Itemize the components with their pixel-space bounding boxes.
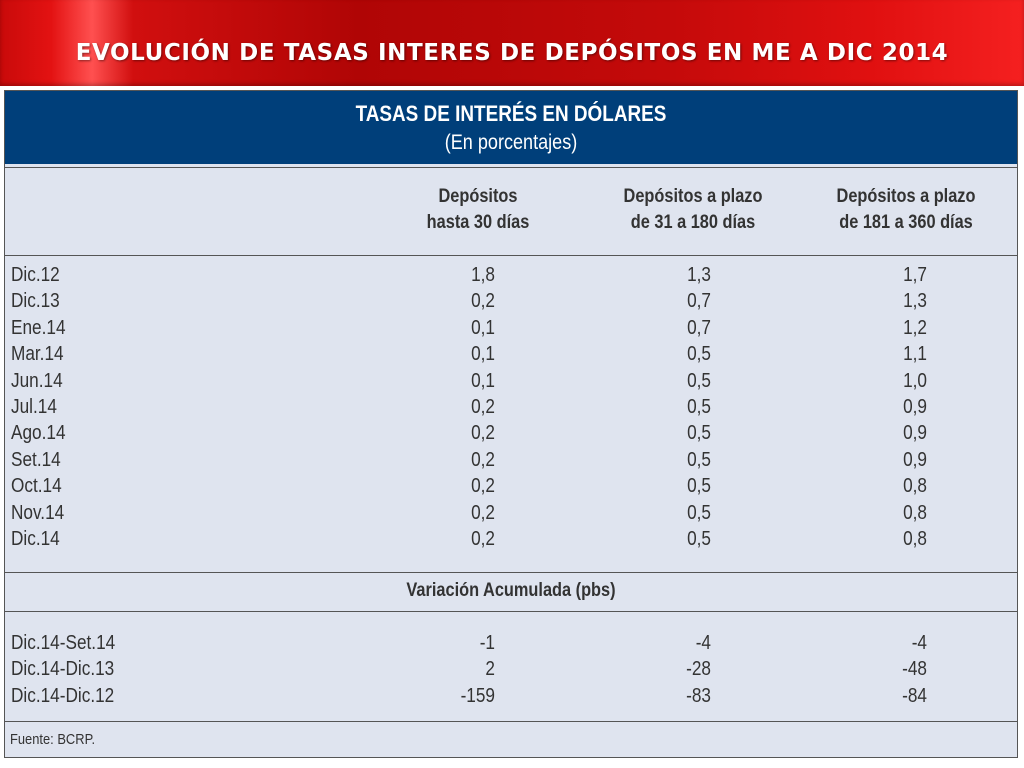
title-banner: EVOLUCIÓN DE TASAS INTERES DE DEPÓSITOS … (0, 0, 1024, 86)
cell-value: 0,8 (903, 501, 927, 524)
row-label: Oct.14 (11, 475, 62, 498)
cell-value: 1,2 (903, 316, 927, 339)
cell-value: 0,2 (471, 475, 495, 498)
divider (5, 572, 1017, 573)
cell-value: 0,5 (687, 528, 711, 550)
row-label: Dic.14-Set.14 (11, 632, 116, 654)
cell-value: 0,5 (687, 501, 711, 524)
row-label: Dic.14-Dic.13 (11, 658, 115, 681)
table-header: TASAS DE INTERÉS EN DÓLARES (En porcenta… (5, 91, 1017, 164)
cell-value: 1,0 (903, 369, 927, 392)
rates-table: TASAS DE INTERÉS EN DÓLARES (En porcenta… (4, 90, 1018, 758)
row-label: Jun.14 (11, 369, 63, 392)
cell-value: 0,2 (471, 422, 495, 445)
row-label: Ago.14 (11, 422, 66, 445)
row-label: Set.14 (11, 448, 61, 471)
row-label: Dic.14 (11, 528, 60, 550)
cell-value: -84 (902, 684, 927, 707)
cell-value: 0,8 (903, 475, 927, 498)
column-header-line: Depósitos a plazo (623, 186, 763, 207)
table-title: TASAS DE INTERÉS EN DÓLARES (355, 101, 667, 126)
source-note: Fuente: BCRP. (10, 731, 96, 748)
cell-value: 1,3 (903, 290, 927, 313)
cell-value: -28 (686, 658, 711, 681)
cell-value: 0,2 (471, 528, 495, 550)
cell-value: 0,5 (687, 396, 711, 418)
cell-value: 0,5 (687, 422, 711, 445)
row-label: Mar.14 (11, 343, 64, 366)
cell-value: 1,3 (687, 264, 711, 286)
cell-value: 0,9 (903, 396, 927, 418)
divider (5, 167, 1017, 168)
cell-value: 2 (485, 658, 495, 681)
cell-value: 1,1 (903, 343, 927, 366)
cell-value: 0,7 (687, 290, 711, 313)
cell-value: 1,8 (471, 264, 495, 286)
cell-value: 0,8 (903, 528, 927, 550)
row-label: Jul.14 (11, 396, 57, 418)
cell-value: -48 (902, 658, 927, 681)
divider (5, 255, 1017, 256)
slide-title: EVOLUCIÓN DE TASAS INTERES DE DEPÓSITOS … (75, 40, 949, 66)
variation-title: Variación Acumulada (pbs) (406, 580, 616, 601)
column-header-31-180-days: Depósitos a plazo de 31 a 180 días (598, 184, 787, 236)
column-header-line: de 181 a 360 días (839, 212, 973, 233)
divider (5, 721, 1017, 722)
cell-value: -1 (479, 632, 495, 654)
column-header-line: Depósitos a plazo (836, 186, 976, 207)
cell-value: -159 (460, 684, 495, 707)
row-label: Nov.14 (11, 501, 65, 524)
column-header-line: de 31 a 180 días (630, 212, 756, 233)
cell-value: -4 (911, 632, 927, 654)
column-header-line: Depósitos (438, 186, 518, 207)
cell-value: 0,1 (471, 343, 495, 366)
row-label: Dic.13 (11, 290, 60, 313)
column-header-181-360-days: Depósitos a plazo de 181 a 360 días (811, 184, 1000, 236)
cell-value: 0,5 (687, 448, 711, 471)
cell-value: 0,2 (471, 290, 495, 313)
cell-value: 0,2 (471, 448, 495, 471)
cell-value: 0,2 (471, 396, 495, 418)
cell-value: 0,1 (471, 316, 495, 339)
cell-value: 0,2 (471, 501, 495, 524)
column-header-30-days: Depósitos hasta 30 días (383, 184, 572, 236)
row-label: Dic.12 (11, 264, 60, 286)
cell-value: 0,7 (687, 316, 711, 339)
cell-value: 1,7 (903, 264, 927, 286)
column-header-line: hasta 30 días (426, 212, 530, 233)
row-label: Dic.14-Dic.12 (11, 684, 115, 707)
cell-value: 0,5 (687, 369, 711, 392)
cell-value: 0,9 (903, 422, 927, 445)
cell-value: 0,5 (687, 475, 711, 498)
row-label: Ene.14 (11, 316, 66, 339)
divider (5, 611, 1017, 612)
cell-value: -83 (686, 684, 711, 707)
cell-value: -4 (695, 632, 711, 654)
table-subtitle: (En porcentajes) (444, 131, 578, 154)
cell-value: 0,5 (687, 343, 711, 366)
cell-value: 0,1 (471, 369, 495, 392)
cell-value: 0,9 (903, 448, 927, 471)
